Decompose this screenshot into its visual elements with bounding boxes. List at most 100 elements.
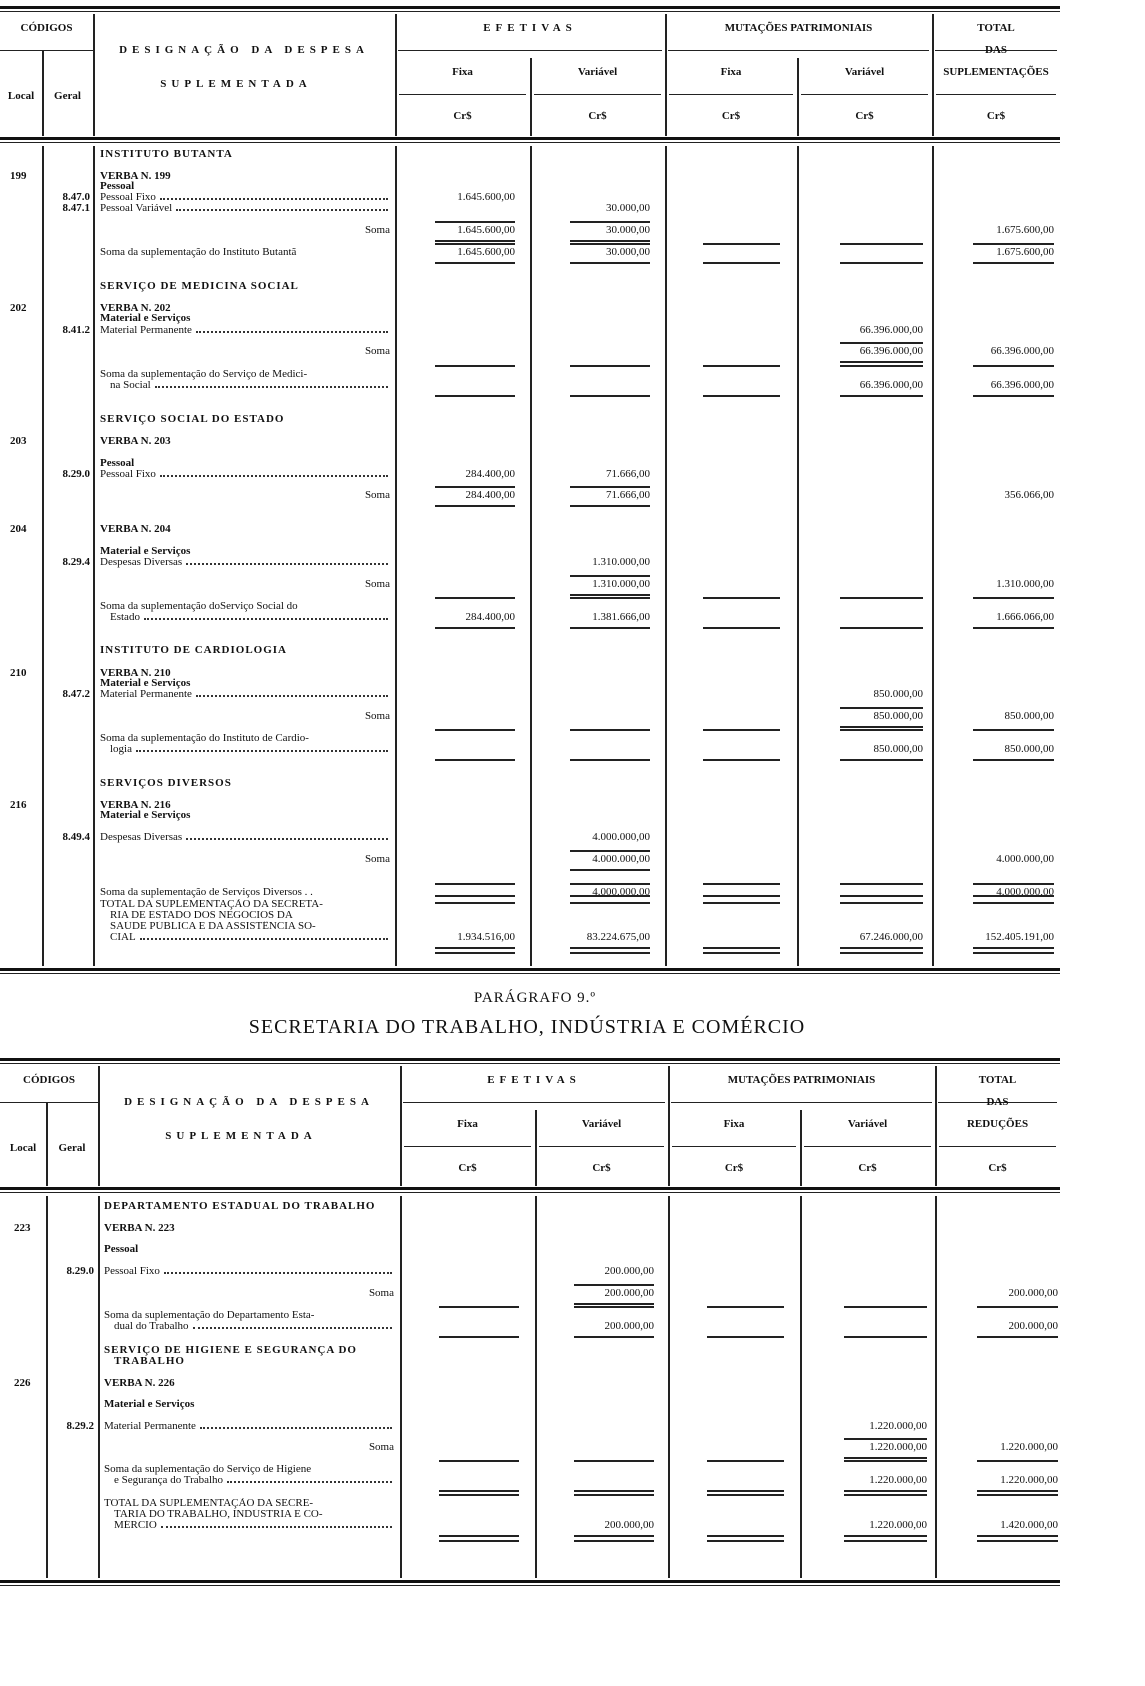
column-divider xyxy=(800,1196,802,1578)
table-row: Material e Serviços xyxy=(0,810,1060,821)
sum-rule xyxy=(972,902,1054,904)
expense-description: SERVIÇO SOCIAL DO ESTADO xyxy=(100,414,390,425)
table-top-rule xyxy=(0,1058,1060,1061)
expense-description: Soma da suplementação doServiço Social d… xyxy=(100,601,390,623)
table-row: Soma da suplementação do Serviço de Higi… xyxy=(4,1464,1064,1486)
table-top-rule xyxy=(0,11,1060,12)
sum-rule xyxy=(972,895,1054,897)
description-line: Pessoal xyxy=(104,1244,394,1255)
header-rule xyxy=(0,50,93,51)
sum-rule xyxy=(707,1490,784,1492)
sum-rule xyxy=(569,505,650,507)
table-row: Soma 284.400,00 71.666,00 356.066,00 xyxy=(0,490,1060,501)
sum-rule xyxy=(569,850,650,852)
table-row: Soma 4.000.000,00 4.000.000,00 xyxy=(0,854,1060,865)
description-line: VERBA N. 203 xyxy=(100,436,390,447)
amount-mvar: 1.220.000,00 xyxy=(869,1420,927,1432)
table-row: 8.29.2 Material Permanente 1.220.000,00 xyxy=(4,1421,1064,1432)
description-text: VERBA N. 202 xyxy=(100,303,171,314)
amount-total: 356.066,00 xyxy=(1004,489,1055,501)
code-geral: 8.47.1 xyxy=(62,202,91,214)
description-line: RIA DE ESTADO DOS NEGÓCIOS DA xyxy=(100,910,390,921)
description-text: Despesas Diversas xyxy=(100,832,183,843)
column-divider xyxy=(935,1196,937,1578)
header-rule xyxy=(669,94,793,95)
table-row: SERVIÇO DE HIGIENE E SEGURANÇA DO TRABALH… xyxy=(4,1345,1064,1367)
dot-leader xyxy=(160,1520,392,1528)
expense-description: Despesas Diversas xyxy=(100,557,390,568)
table-row: Soma da suplementação de Serviços Divers… xyxy=(0,887,1060,898)
description-line: Material e Serviços xyxy=(104,1399,394,1410)
expense-description: Material Permanente xyxy=(100,689,390,700)
table-row: SERVIÇO DE MEDICINA SOCIAL xyxy=(0,281,1060,292)
subcolumn-header: Fixa xyxy=(723,1118,745,1130)
sum-rule xyxy=(434,365,515,367)
total-header-3: SUPLEMENTAÇÕES xyxy=(943,66,1049,78)
sum-rule xyxy=(434,262,515,264)
local-header: Local xyxy=(7,90,35,102)
column-divider xyxy=(797,146,799,966)
currency-header: Cr$ xyxy=(988,1162,1007,1174)
total-rule xyxy=(976,1535,1058,1537)
dot-leader xyxy=(176,203,388,211)
description-text: Pessoal xyxy=(100,458,135,469)
expense-description: VERBA N. 199 xyxy=(100,171,390,182)
description-text: Material e Serviços xyxy=(100,546,191,557)
column-divider xyxy=(400,1066,402,1186)
description-text: SERVIÇOS DIVERSOS xyxy=(100,778,232,789)
sum-rule xyxy=(434,729,515,731)
sum-rule xyxy=(569,240,650,242)
description-text: Soma xyxy=(364,579,390,590)
expense-description: Soma da suplementação do Instituto de Ca… xyxy=(100,733,390,755)
amount-total: 850.000,00 xyxy=(1004,710,1055,722)
table-row: Soma da suplementação do Serviço de Medi… xyxy=(0,369,1060,391)
description-text: Soma xyxy=(364,225,390,236)
codigos-header: CÓDIGOS xyxy=(20,22,73,34)
description-line: Material e Serviços xyxy=(100,313,390,324)
sum-rule xyxy=(703,365,780,367)
header-rule xyxy=(801,94,928,95)
sum-rule xyxy=(569,221,650,223)
description-text: na Social xyxy=(110,380,151,391)
table-row: 203 VERBA N. 203 xyxy=(0,436,1060,447)
amount-total: 4.000.000,00 xyxy=(996,853,1054,865)
description-text: VERBA N. 223 xyxy=(104,1223,175,1234)
dot-leader xyxy=(186,832,388,840)
description-text: TRABALHO xyxy=(114,1356,185,1367)
total-header: TOTAL xyxy=(978,1074,1017,1086)
total-rule xyxy=(707,1540,784,1542)
table-row: 223 VERBA N. 223 xyxy=(4,1223,1064,1234)
amount-fixa: 284.400,00 xyxy=(465,468,516,480)
description-text: Soma xyxy=(368,1288,394,1299)
table-row: 8.29.0 Pessoal Fixo 200.000,00 xyxy=(4,1266,1064,1277)
sum-rule xyxy=(840,597,923,599)
amount-variavel: 30.000,00 xyxy=(606,202,650,214)
column-divider xyxy=(46,1196,48,1578)
sum-rule xyxy=(434,883,515,885)
description-line: SERVIÇOS DIVERSOS xyxy=(100,778,390,789)
description-line: VERBA N. 204 xyxy=(100,524,390,535)
description-line: TRABALHO xyxy=(104,1356,394,1367)
designacao-header: DESIGNAÇÃO DA DESPESA xyxy=(124,1096,374,1108)
amount-variavel: 4.000.000,00 xyxy=(592,831,650,843)
expense-description: Soma xyxy=(100,579,390,590)
dot-leader xyxy=(195,325,388,333)
sum-rule xyxy=(573,1490,654,1492)
code-local: 210 xyxy=(10,667,27,679)
description-line: Soma da suplementação do Instituto Butan… xyxy=(100,247,390,258)
description-line: Soma da suplementação do Departamento Es… xyxy=(104,1310,394,1321)
expense-description: DEPARTAMENTO ESTADUAL DO TRABALHO xyxy=(104,1201,394,1212)
sum-rule xyxy=(972,365,1054,367)
description-text: SERVIÇO DE HIGIENE E SEGURANÇA DO xyxy=(104,1345,357,1356)
currency-header: Cr$ xyxy=(458,1162,477,1174)
header-rule xyxy=(939,1146,1056,1147)
description-text: VERBA N. 226 xyxy=(104,1378,175,1389)
table-row: Soma 66.396.000,00 66.396.000,00 xyxy=(0,346,1060,357)
column-divider xyxy=(530,58,532,136)
sum-rule xyxy=(438,1494,519,1496)
description-line: CIAL xyxy=(100,932,390,943)
expense-description: Pessoal Fixo xyxy=(100,192,390,203)
description-text: Soma xyxy=(364,854,390,865)
code-geral: 8.41.2 xyxy=(62,324,91,336)
code-geral: 8.29.0 xyxy=(62,468,91,480)
